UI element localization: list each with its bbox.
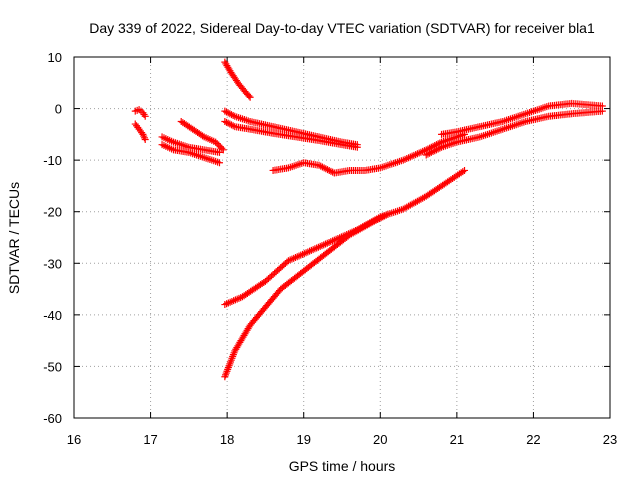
x-tick-label: 16: [67, 432, 81, 447]
data-point: [226, 110, 234, 118]
series-arc-f: [221, 58, 254, 101]
series-arc-b: [131, 120, 149, 144]
data-point: [221, 107, 229, 115]
data-point: [353, 143, 361, 151]
data-point: [422, 151, 430, 159]
x-tick-label: 17: [143, 432, 157, 447]
series-arc-c: [158, 133, 223, 156]
data-point: [317, 162, 325, 170]
data-point: [215, 159, 223, 167]
data-point: [374, 215, 382, 223]
data-point: [434, 145, 442, 153]
x-tick-label: 18: [220, 432, 234, 447]
data-point: [432, 146, 440, 154]
data-point: [221, 117, 229, 125]
data-point: [199, 132, 207, 140]
x-tick-label: 20: [373, 432, 387, 447]
y-tick-label: 0: [55, 102, 62, 117]
series-arc-d: [158, 141, 223, 167]
data-point: [598, 107, 606, 115]
x-tick-label: 22: [526, 432, 540, 447]
data-point: [372, 216, 380, 224]
data-point: [226, 120, 234, 128]
data-point: [245, 92, 253, 100]
y-tick-label: -50: [43, 359, 62, 374]
data-point: [229, 122, 237, 130]
data-point: [227, 121, 235, 129]
data-point: [224, 109, 232, 117]
data-point: [377, 214, 385, 222]
data-point: [224, 119, 232, 127]
data-point: [461, 166, 469, 174]
data-point: [320, 164, 328, 172]
series-arc-k: [422, 107, 606, 159]
x-tick-label: 19: [296, 432, 310, 447]
data-point: [369, 218, 377, 226]
data-point: [429, 148, 437, 156]
data-point: [379, 213, 387, 221]
data-point: [141, 136, 149, 144]
series-arc-e: [177, 117, 227, 154]
data-point: [315, 161, 323, 169]
data-point: [431, 147, 439, 155]
data-point: [426, 149, 434, 157]
data-point: [370, 217, 378, 225]
plot-border: [73, 56, 611, 419]
data-point: [246, 93, 254, 101]
series-arc-h: [221, 117, 361, 151]
data-point: [215, 148, 223, 156]
data-point: [324, 166, 332, 174]
series-arc-j: [438, 99, 606, 138]
data-point: [322, 165, 330, 173]
data-point: [140, 111, 148, 119]
chart-title: Day 339 of 2022, Sidereal Day-to-day VTE…: [89, 20, 595, 36]
data-point: [215, 141, 223, 149]
y-tick-label: -30: [43, 256, 62, 271]
data-point: [375, 215, 383, 223]
data-point: [218, 144, 226, 152]
tick-layer: 16 17 18 19 20 21 22 23 -60 -50 -40 -30 -20 -10 0 10: [43, 50, 617, 447]
y-axis-label: SDTVAR / TECUs: [6, 182, 22, 294]
data-point: [140, 134, 148, 142]
data-point: [424, 150, 432, 158]
data-point: [223, 108, 231, 116]
data-point: [141, 112, 149, 120]
data-point: [381, 212, 389, 220]
x-axis-label: GPS time / hours: [289, 458, 396, 474]
y-tick-label: -40: [43, 308, 62, 323]
data-point: [227, 111, 235, 119]
data-point: [318, 163, 326, 171]
data-point: [382, 211, 390, 219]
data-point: [427, 148, 435, 156]
data-point: [223, 118, 231, 126]
data-point: [384, 210, 392, 218]
data-point: [436, 144, 444, 152]
data-point: [216, 143, 224, 151]
data-point: [139, 130, 147, 138]
data-point: [325, 166, 333, 174]
x-tick-label: 21: [450, 432, 464, 447]
series-arc-a: [131, 106, 149, 120]
data-point: [229, 111, 237, 119]
data-point: [212, 138, 220, 146]
y-tick-label: -60: [43, 411, 62, 426]
data-point: [219, 146, 227, 154]
x-tick-label: 23: [603, 432, 617, 447]
data-layer: [131, 58, 606, 381]
y-tick-label: -20: [43, 205, 62, 220]
series-arc-m: [221, 210, 392, 381]
data-point: [459, 168, 467, 176]
data-point: [140, 132, 148, 140]
data-point: [327, 167, 335, 175]
data-point: [213, 140, 221, 148]
y-tick-label: -10: [43, 153, 62, 168]
y-tick-label: 10: [48, 50, 62, 65]
